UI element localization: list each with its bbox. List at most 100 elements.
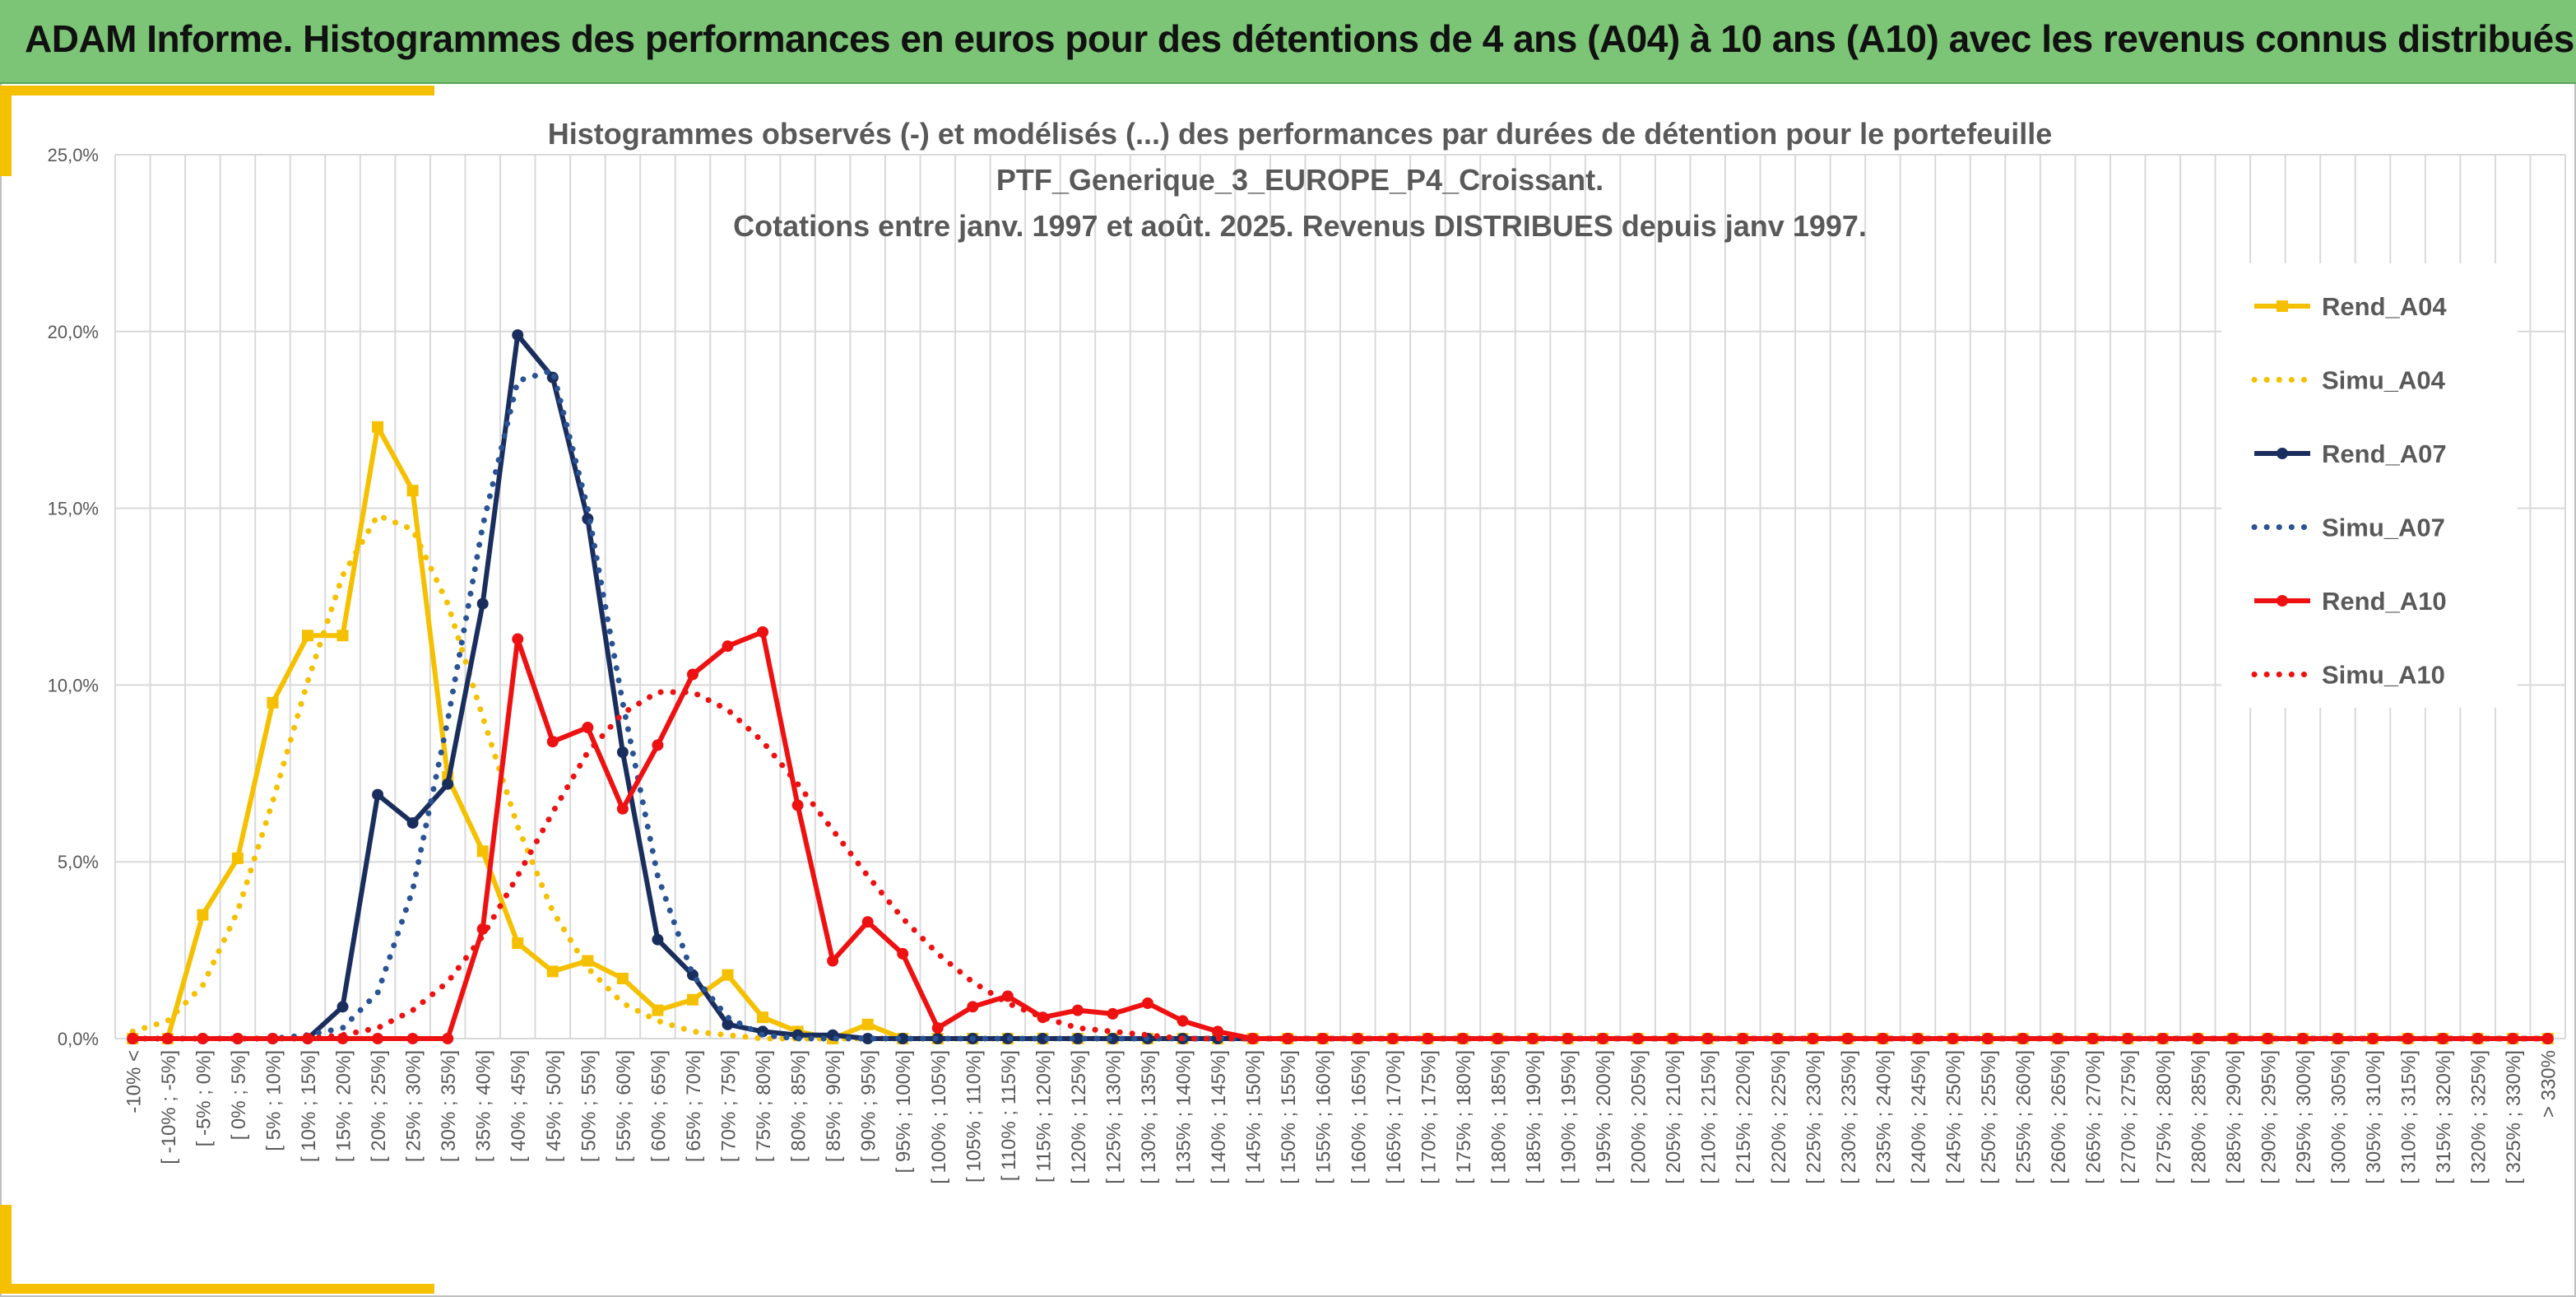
data-point: [967, 1001, 979, 1013]
report-banner: ADAM Informe. Histogrammes des performan…: [0, 0, 2576, 84]
x-tick-label: [ 105% ; 110%]: [963, 1050, 985, 1183]
data-point: [546, 965, 559, 978]
x-tick-label: [ 175% ; 180%]: [1453, 1050, 1475, 1184]
data-point: [616, 972, 629, 984]
data-point: [476, 597, 489, 610]
legend-marker: [2277, 300, 2288, 312]
x-tick-label: [ 80% ; 85%]: [788, 1050, 810, 1162]
data-point: [861, 1033, 874, 1044]
x-tick-label: > 330%: [2538, 1050, 2560, 1118]
x-tick-label: [ 275% ; 280%]: [2153, 1050, 2175, 1184]
x-tick-label: [ 180% ; 185%]: [1488, 1050, 1510, 1184]
data-point: [1316, 1033, 1329, 1044]
x-tick-label: [ -10% ; -5%]: [158, 1050, 180, 1165]
data-point: [1701, 1033, 1714, 1044]
data-point: [442, 1033, 454, 1044]
data-point: [406, 816, 419, 829]
x-tick-label: [ 50% ; 55%]: [578, 1050, 600, 1162]
x-tick-label: [ 15% ; 20%]: [333, 1050, 355, 1162]
x-tick-label: [ 115% ; 120%]: [1033, 1050, 1055, 1183]
x-tick-label: [ 205% ; 210%]: [1663, 1050, 1685, 1184]
x-tick-label: [ 55% ; 60%]: [613, 1050, 635, 1162]
data-point: [1142, 997, 1154, 1010]
y-tick-label: 25,0%: [48, 145, 99, 165]
x-tick-label: [ 95% ; 100%]: [893, 1050, 915, 1173]
legend-item-simu-a10: Simu_A10: [2251, 661, 2445, 690]
data-point: [1667, 1033, 1679, 1044]
data-point: [616, 746, 629, 759]
data-point: [267, 696, 279, 709]
x-tick-label: [ 100% ; 105%]: [928, 1050, 950, 1184]
data-point: [546, 736, 559, 748]
legend-item-rend-a10: Rend_A10: [2254, 587, 2447, 616]
x-tick-label: [ 0% ; 5%]: [228, 1050, 250, 1140]
data-point: [2437, 1033, 2449, 1044]
legend-marker: [2277, 448, 2288, 459]
accent-line-top: [0, 86, 434, 95]
legend-item-rend-a07: Rend_A07: [2254, 439, 2447, 468]
legend-label: Simu_A04: [2322, 366, 2446, 395]
chart-frame: [0, 84, 2576, 1297]
x-tick-label: [ 20% ; 25%]: [368, 1050, 390, 1162]
data-point: [861, 1018, 874, 1030]
x-tick-label: [ 280% ; 285%]: [2188, 1050, 2210, 1184]
chart-title-line-3: Cotations entre janv. 1997 et août. 2025…: [733, 209, 1867, 243]
x-tick-label: [ 145% ; 150%]: [1243, 1050, 1265, 1184]
x-tick-label: [ 300% ; 305%]: [2328, 1050, 2350, 1184]
data-point: [722, 640, 734, 653]
chart-title: Histogrammes observés (-) et modélisés (…: [548, 117, 2052, 243]
report-title: ADAM Informe. Histogrammes des performan…: [25, 17, 2574, 60]
data-point: [652, 739, 664, 751]
data-point: [1911, 1033, 1924, 1044]
data-point: [2402, 1033, 2414, 1044]
x-tick-label: [ 170% ; 175%]: [1418, 1050, 1440, 1184]
x-tick-label: [ 30% ; 35%]: [438, 1050, 460, 1162]
data-point: [1841, 1033, 1854, 1044]
data-point: [2296, 1033, 2309, 1044]
data-point: [652, 1004, 664, 1016]
data-point: [512, 329, 524, 342]
y-tick-label: 10,0%: [48, 675, 99, 695]
legend-label: Simu_A10: [2322, 661, 2445, 690]
legend-item-simu-a07: Simu_A07: [2251, 514, 2445, 542]
x-tick-label: [ 245% ; 250%]: [1943, 1050, 1966, 1184]
data-point: [897, 947, 909, 960]
accent-bar-top: [0, 86, 12, 176]
data-point: [372, 421, 384, 433]
x-tick-label: [ 250% ; 255%]: [1978, 1050, 2000, 1184]
x-tick-label: [ 305% ; 310%]: [2363, 1050, 2385, 1184]
x-tick-label: [ 220% ; 225%]: [1768, 1050, 1790, 1184]
y-tick-label: 5,0%: [58, 852, 99, 872]
x-tick-label: [ 215% ; 220%]: [1733, 1050, 1755, 1184]
data-point: [1526, 1033, 1539, 1044]
data-point: [616, 802, 629, 815]
legend-marker: [2277, 595, 2288, 607]
x-tick-label: -10% <: [123, 1050, 145, 1113]
x-tick-label: [ 325% ; 330%]: [2503, 1050, 2525, 1184]
series-simu-a07: [129, 367, 2551, 1042]
x-tick-label: [ 110% ; 115%]: [998, 1050, 1020, 1181]
data-point: [1877, 1033, 1889, 1044]
data-point: [2262, 1033, 2274, 1044]
x-tick-label: [ 125% ; 130%]: [1102, 1050, 1125, 1184]
x-tick-label: [ 260% ; 265%]: [2048, 1050, 2070, 1184]
x-tick-label: [ 60% ; 65%]: [647, 1050, 670, 1162]
data-point: [1071, 1004, 1084, 1016]
x-tick-label: [ 140% ; 145%]: [1208, 1050, 1230, 1184]
data-point: [1246, 1033, 1259, 1044]
data-point: [1177, 1015, 1189, 1027]
data-point: [337, 630, 349, 642]
x-tick-label: [ 295% ; 300%]: [2293, 1050, 2315, 1184]
data-point: [686, 668, 699, 681]
x-tick-label: [ 195% ; 200%]: [1593, 1050, 1615, 1184]
data-point: [1107, 1007, 1119, 1020]
x-tick-label: [ 190% ; 195%]: [1558, 1050, 1580, 1184]
data-point: [231, 1033, 244, 1044]
data-point: [372, 1033, 384, 1044]
data-point: [512, 633, 524, 645]
data-point: [2226, 1033, 2239, 1044]
data-point: [1456, 1033, 1469, 1044]
x-tick-label: [ 120% ; 125%]: [1068, 1050, 1090, 1184]
y-tick-label: 15,0%: [48, 499, 99, 519]
data-point: [476, 845, 489, 858]
